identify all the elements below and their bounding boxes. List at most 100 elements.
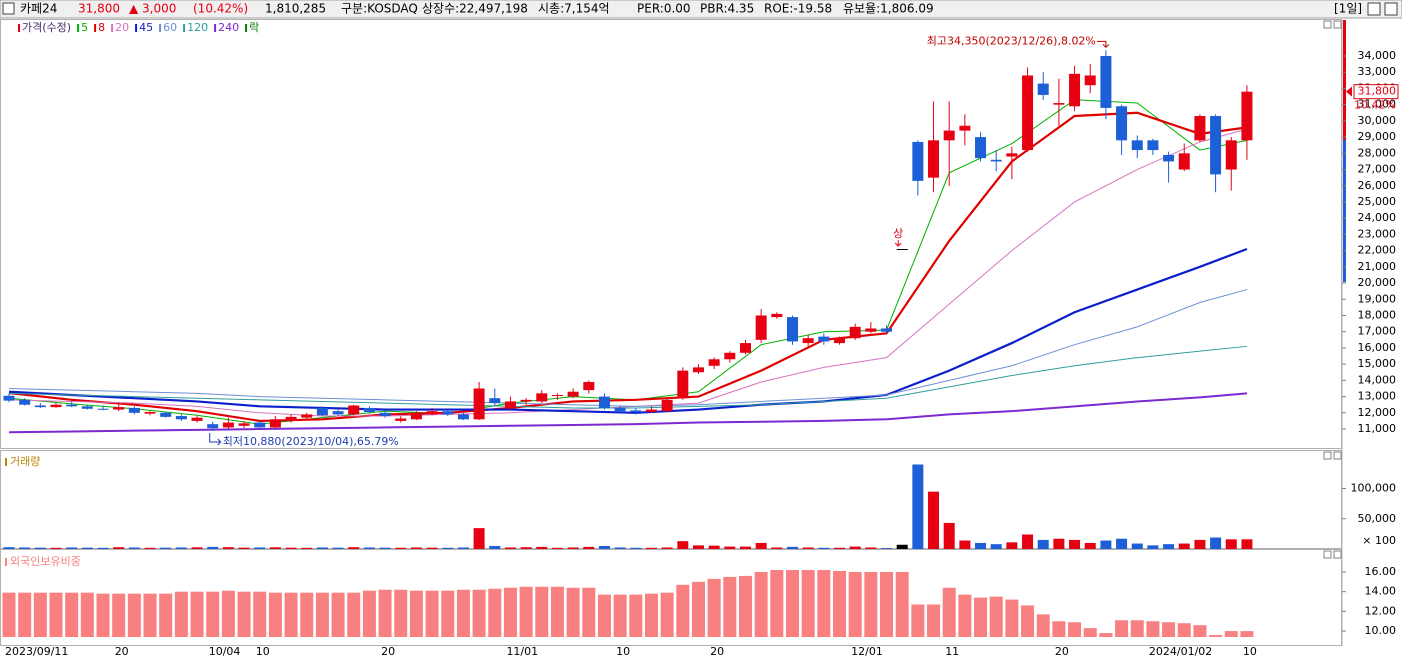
candle-body xyxy=(818,336,830,342)
minimize-button[interactable] xyxy=(1367,2,1381,16)
panel-icon[interactable] xyxy=(1333,451,1342,460)
y-tick-label: 11,000 xyxy=(1358,422,1397,435)
panel-icon[interactable] xyxy=(1333,20,1342,29)
y-tick-label: 100,000 xyxy=(1351,482,1397,495)
panel-icon[interactable] xyxy=(1323,20,1332,29)
holding-bar xyxy=(347,592,361,637)
candle-body xyxy=(457,414,469,420)
volume-bar xyxy=(1194,539,1206,549)
holding-bar xyxy=(1162,622,1176,637)
y-tick-label: 23,000 xyxy=(1358,227,1397,240)
candle-body xyxy=(849,326,861,339)
holding-bar xyxy=(974,597,988,637)
field: 시총:7,154억 xyxy=(538,2,610,16)
last-price-label: 31,800 xyxy=(1358,85,1397,98)
holding-bar xyxy=(1240,631,1254,637)
volume-bar xyxy=(1131,543,1143,549)
y-tick-label: 12,000 xyxy=(1358,406,1397,419)
legend-marker xyxy=(214,24,217,32)
holding-bar xyxy=(566,587,580,637)
candle-body xyxy=(865,328,877,332)
x-tick-label: 10/04 xyxy=(209,645,241,658)
volume-bar xyxy=(912,464,924,549)
volume-bar xyxy=(536,546,548,549)
candle-body xyxy=(332,411,344,415)
period[interactable]: [1일] xyxy=(1334,2,1362,16)
unit-label: × 100 xyxy=(1362,534,1396,547)
holding-bar xyxy=(441,590,455,637)
candle-body xyxy=(1022,75,1034,151)
holding-bar xyxy=(958,594,972,637)
volume-bar xyxy=(598,545,610,549)
x-tick-label: 11/01 xyxy=(506,645,538,658)
menu-icon[interactable] xyxy=(2,2,15,15)
volume-bar xyxy=(395,547,407,549)
panel-icon[interactable] xyxy=(1333,550,1342,559)
close-button[interactable] xyxy=(1384,2,1398,16)
candle-body xyxy=(1194,116,1206,141)
volume-bar xyxy=(160,547,172,549)
volume-bar xyxy=(34,547,46,549)
holding-bar xyxy=(1083,628,1097,637)
legend-label: 8 xyxy=(98,21,105,34)
candle-body xyxy=(567,391,579,397)
holding-bar xyxy=(942,587,956,637)
candle-body xyxy=(928,140,940,178)
holding-bar xyxy=(1146,621,1160,637)
volume-bar xyxy=(990,544,1002,549)
y-tick-label: 19,000 xyxy=(1358,292,1397,305)
volume-bar xyxy=(410,547,422,549)
volume-bar xyxy=(959,540,971,549)
holding-bar xyxy=(582,587,596,637)
volume-bar xyxy=(661,547,673,549)
candle-body xyxy=(1084,75,1096,86)
panel-icons xyxy=(1323,20,1342,559)
y-tick-label: 14.00 xyxy=(1365,585,1397,598)
candle-body xyxy=(442,411,454,415)
volume-bar xyxy=(348,547,360,549)
candle-body xyxy=(598,396,610,408)
holding-bar xyxy=(754,571,768,637)
y-tick-label: 28,000 xyxy=(1358,146,1397,159)
moving-average xyxy=(8,111,1248,423)
volume-bar xyxy=(1053,538,1065,549)
candle-body xyxy=(520,399,532,402)
panel-icon[interactable] xyxy=(1323,550,1332,559)
holding-bar xyxy=(1130,620,1144,637)
candle-body xyxy=(1225,140,1237,170)
holding-bar xyxy=(127,593,141,637)
candle-body xyxy=(34,405,46,408)
y-tick-label: 30,000 xyxy=(1358,114,1397,127)
volume-bar xyxy=(332,547,344,549)
candle-body xyxy=(410,412,422,420)
volume-bar xyxy=(865,547,877,549)
candle-body xyxy=(1241,91,1253,141)
holding-bar xyxy=(1005,599,1019,637)
x-tick-label: 2024/01/02 xyxy=(1149,645,1212,658)
field: 상장수:22,497,198 xyxy=(422,2,528,16)
y-tick-label: 15,000 xyxy=(1358,357,1397,370)
volume: 1,810,285 xyxy=(265,2,326,16)
legend-marker xyxy=(77,24,80,32)
volume-bar xyxy=(1006,542,1018,549)
x-tick-label: 20 xyxy=(115,645,129,658)
holding-bar xyxy=(1115,620,1129,637)
legend-marker xyxy=(183,24,186,32)
price: 31,800 xyxy=(78,2,120,16)
panel-title: 거래량 xyxy=(10,455,40,468)
holding-bar xyxy=(817,570,831,637)
volume-bar xyxy=(489,545,501,549)
legend-marker xyxy=(94,24,97,32)
candle-body xyxy=(426,411,438,415)
candle-body xyxy=(301,414,313,418)
marker-arrow xyxy=(894,240,902,247)
y-tick-label: 25,000 xyxy=(1358,195,1397,208)
candle-body xyxy=(1163,154,1175,162)
holding-bar xyxy=(80,592,94,637)
candle-body xyxy=(787,317,798,342)
panel-icon[interactable] xyxy=(1323,451,1332,460)
holding-bar xyxy=(394,589,408,637)
candle-body xyxy=(661,399,673,412)
candle-body xyxy=(3,395,15,401)
legend-label: 5 xyxy=(81,21,88,34)
